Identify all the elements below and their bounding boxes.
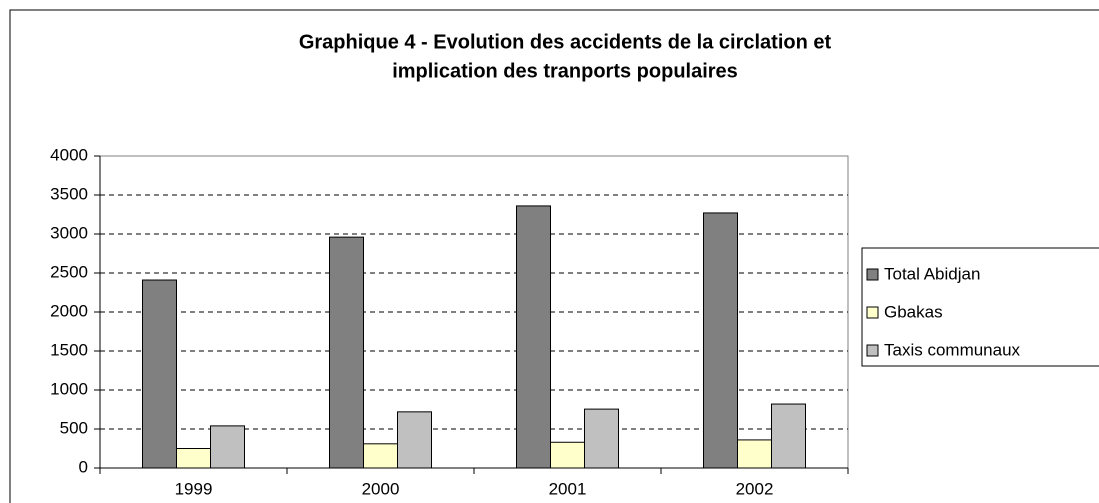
legend-swatch bbox=[866, 268, 879, 281]
legend-label: Gbakas bbox=[884, 302, 943, 321]
legend-swatch bbox=[866, 344, 879, 357]
bar bbox=[550, 441, 585, 469]
y-tick-label: 4000 bbox=[50, 145, 88, 164]
chart-title: implication des tranports populaires bbox=[392, 60, 738, 82]
y-tick-label: 1000 bbox=[50, 379, 88, 398]
bar bbox=[142, 279, 177, 469]
legend-swatch bbox=[866, 306, 879, 319]
y-tick-label: 3500 bbox=[50, 184, 88, 203]
bar bbox=[210, 425, 245, 469]
x-tick-label: 2001 bbox=[549, 479, 587, 498]
bar bbox=[176, 448, 211, 469]
bar bbox=[397, 411, 432, 469]
legend-label: Total Abidjan bbox=[884, 264, 980, 283]
bar bbox=[737, 439, 772, 469]
legend-label: Taxis communaux bbox=[884, 340, 1021, 359]
bar bbox=[329, 236, 364, 469]
x-tick-label: 1999 bbox=[175, 479, 213, 498]
bar bbox=[771, 403, 806, 469]
bar bbox=[363, 443, 398, 469]
y-tick-label: 0 bbox=[79, 457, 88, 476]
y-tick-label: 1500 bbox=[50, 340, 88, 359]
y-tick-label: 3000 bbox=[50, 223, 88, 242]
x-tick-label: 2000 bbox=[362, 479, 400, 498]
bar bbox=[584, 408, 619, 469]
chart-title: Graphique 4 - Evolution des accidents de… bbox=[299, 31, 832, 53]
y-tick-label: 2500 bbox=[50, 262, 88, 281]
bar bbox=[703, 212, 738, 469]
x-tick-label: 2002 bbox=[736, 479, 774, 498]
y-tick-label: 500 bbox=[60, 418, 88, 437]
bar bbox=[516, 205, 551, 469]
legend bbox=[861, 247, 1099, 367]
y-tick-label: 2000 bbox=[50, 301, 88, 320]
